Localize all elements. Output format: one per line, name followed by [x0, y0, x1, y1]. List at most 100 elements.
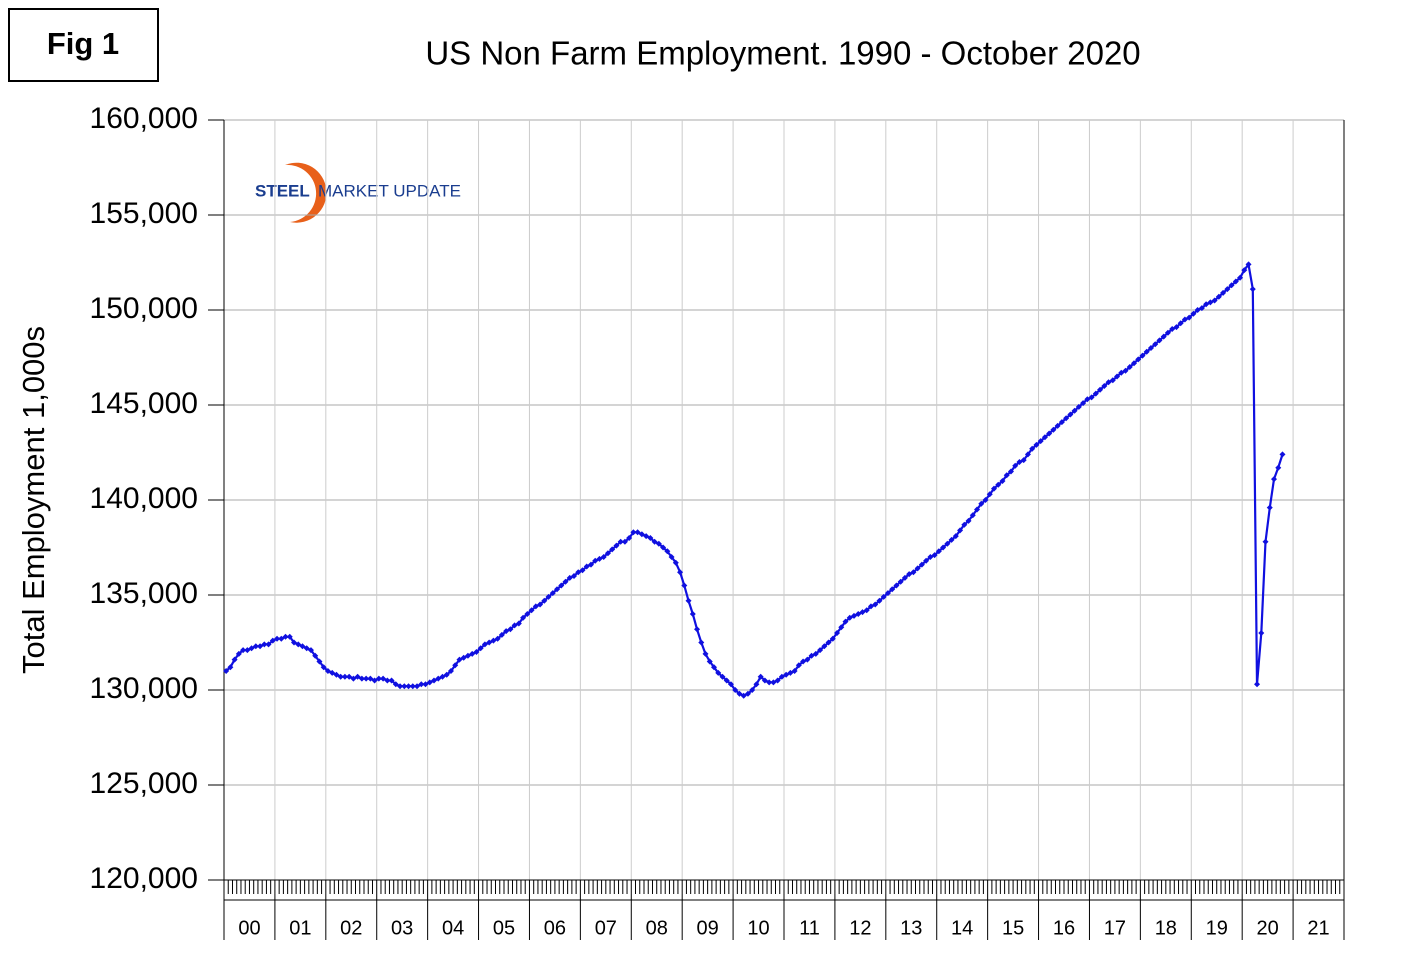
y-tick-label: 140,000	[90, 482, 198, 515]
data-point	[452, 662, 459, 669]
data-point	[439, 673, 446, 680]
data-point	[872, 601, 879, 608]
data-point	[384, 677, 391, 684]
data-point	[269, 637, 276, 644]
data-point	[800, 658, 807, 665]
data-point	[906, 571, 913, 578]
data-point	[1092, 390, 1099, 397]
data-point	[1156, 337, 1163, 344]
data-point	[804, 656, 811, 663]
data-point	[422, 681, 429, 688]
data-point	[1037, 438, 1044, 445]
data-point	[969, 512, 976, 519]
data-point	[1241, 267, 1248, 274]
data-point	[647, 535, 654, 541]
data-point	[1033, 441, 1040, 448]
data-point	[944, 540, 951, 547]
data-point	[609, 546, 616, 553]
data-point	[702, 650, 709, 657]
data-point	[732, 687, 739, 693]
data-point	[685, 597, 692, 604]
data-point	[231, 656, 238, 663]
x-tick-label: 16	[1053, 917, 1075, 939]
data-point	[592, 557, 599, 564]
x-tick-label: 12	[849, 917, 871, 939]
data-point	[1135, 356, 1142, 363]
data-point	[761, 677, 768, 684]
data-point	[1258, 630, 1265, 636]
data-point	[1207, 299, 1214, 306]
data-point	[507, 626, 514, 633]
data-point	[1097, 386, 1104, 393]
y-tick-label: 150,000	[90, 292, 198, 325]
data-point	[1007, 468, 1014, 475]
grid	[224, 119, 1344, 881]
data-point	[1164, 329, 1171, 336]
data-point	[1122, 367, 1129, 374]
data-point	[867, 603, 874, 610]
data-point	[651, 538, 658, 545]
data-point	[689, 611, 696, 617]
data-point	[859, 609, 866, 616]
data-point	[371, 677, 378, 684]
x-tick-label: 15	[1002, 917, 1024, 939]
x-tick-label: 01	[289, 917, 311, 939]
data-point	[324, 668, 331, 674]
data-point	[672, 559, 679, 566]
figure-label: Fig 1	[47, 26, 119, 61]
data-point	[1160, 333, 1167, 340]
data-point	[901, 574, 908, 581]
x-tick-label: 19	[1206, 917, 1228, 939]
data-point	[774, 677, 781, 684]
data-point	[791, 668, 798, 674]
data-point	[545, 593, 552, 600]
data-point	[846, 614, 853, 621]
data-point	[991, 485, 997, 492]
data-point	[261, 641, 268, 648]
data-point	[418, 681, 425, 688]
data-point	[554, 586, 561, 593]
data-point	[825, 639, 832, 646]
y-tick-label: 130,000	[90, 672, 198, 705]
data-point	[889, 586, 896, 593]
data-point	[808, 652, 815, 659]
data-point	[227, 664, 234, 671]
data-point	[1139, 352, 1146, 359]
data-point	[1020, 457, 1027, 464]
data-point	[1275, 464, 1282, 471]
data-point	[1190, 310, 1197, 317]
data-point	[1109, 377, 1116, 384]
data-point	[549, 590, 556, 597]
data-point	[1147, 345, 1154, 351]
x-tick-label: 10	[747, 917, 769, 939]
data-point	[401, 683, 408, 690]
data-point	[1173, 324, 1180, 331]
x-tick-label: 14	[951, 917, 973, 939]
data-point	[838, 624, 845, 631]
data-point	[286, 633, 293, 640]
data-point	[248, 645, 255, 652]
data-point	[447, 668, 454, 674]
data-point	[1203, 301, 1210, 308]
data-point	[291, 639, 297, 646]
data-point	[244, 647, 251, 654]
data-point	[999, 478, 1006, 484]
data-point	[897, 578, 904, 585]
data-point	[918, 561, 925, 568]
data-point	[1194, 307, 1201, 313]
data-point	[626, 535, 633, 541]
data-point	[1237, 274, 1244, 281]
data-point	[715, 669, 722, 676]
data-point	[974, 506, 981, 513]
data-point	[1198, 305, 1205, 312]
data-point	[498, 631, 505, 638]
data-point	[935, 548, 942, 555]
data-point	[740, 692, 747, 699]
data-point	[405, 683, 412, 690]
x-tick-label: 03	[391, 917, 413, 939]
data-point	[320, 664, 327, 671]
data-point	[426, 679, 433, 686]
data-point	[490, 637, 497, 644]
data-point	[655, 540, 662, 547]
data-point	[558, 582, 565, 589]
